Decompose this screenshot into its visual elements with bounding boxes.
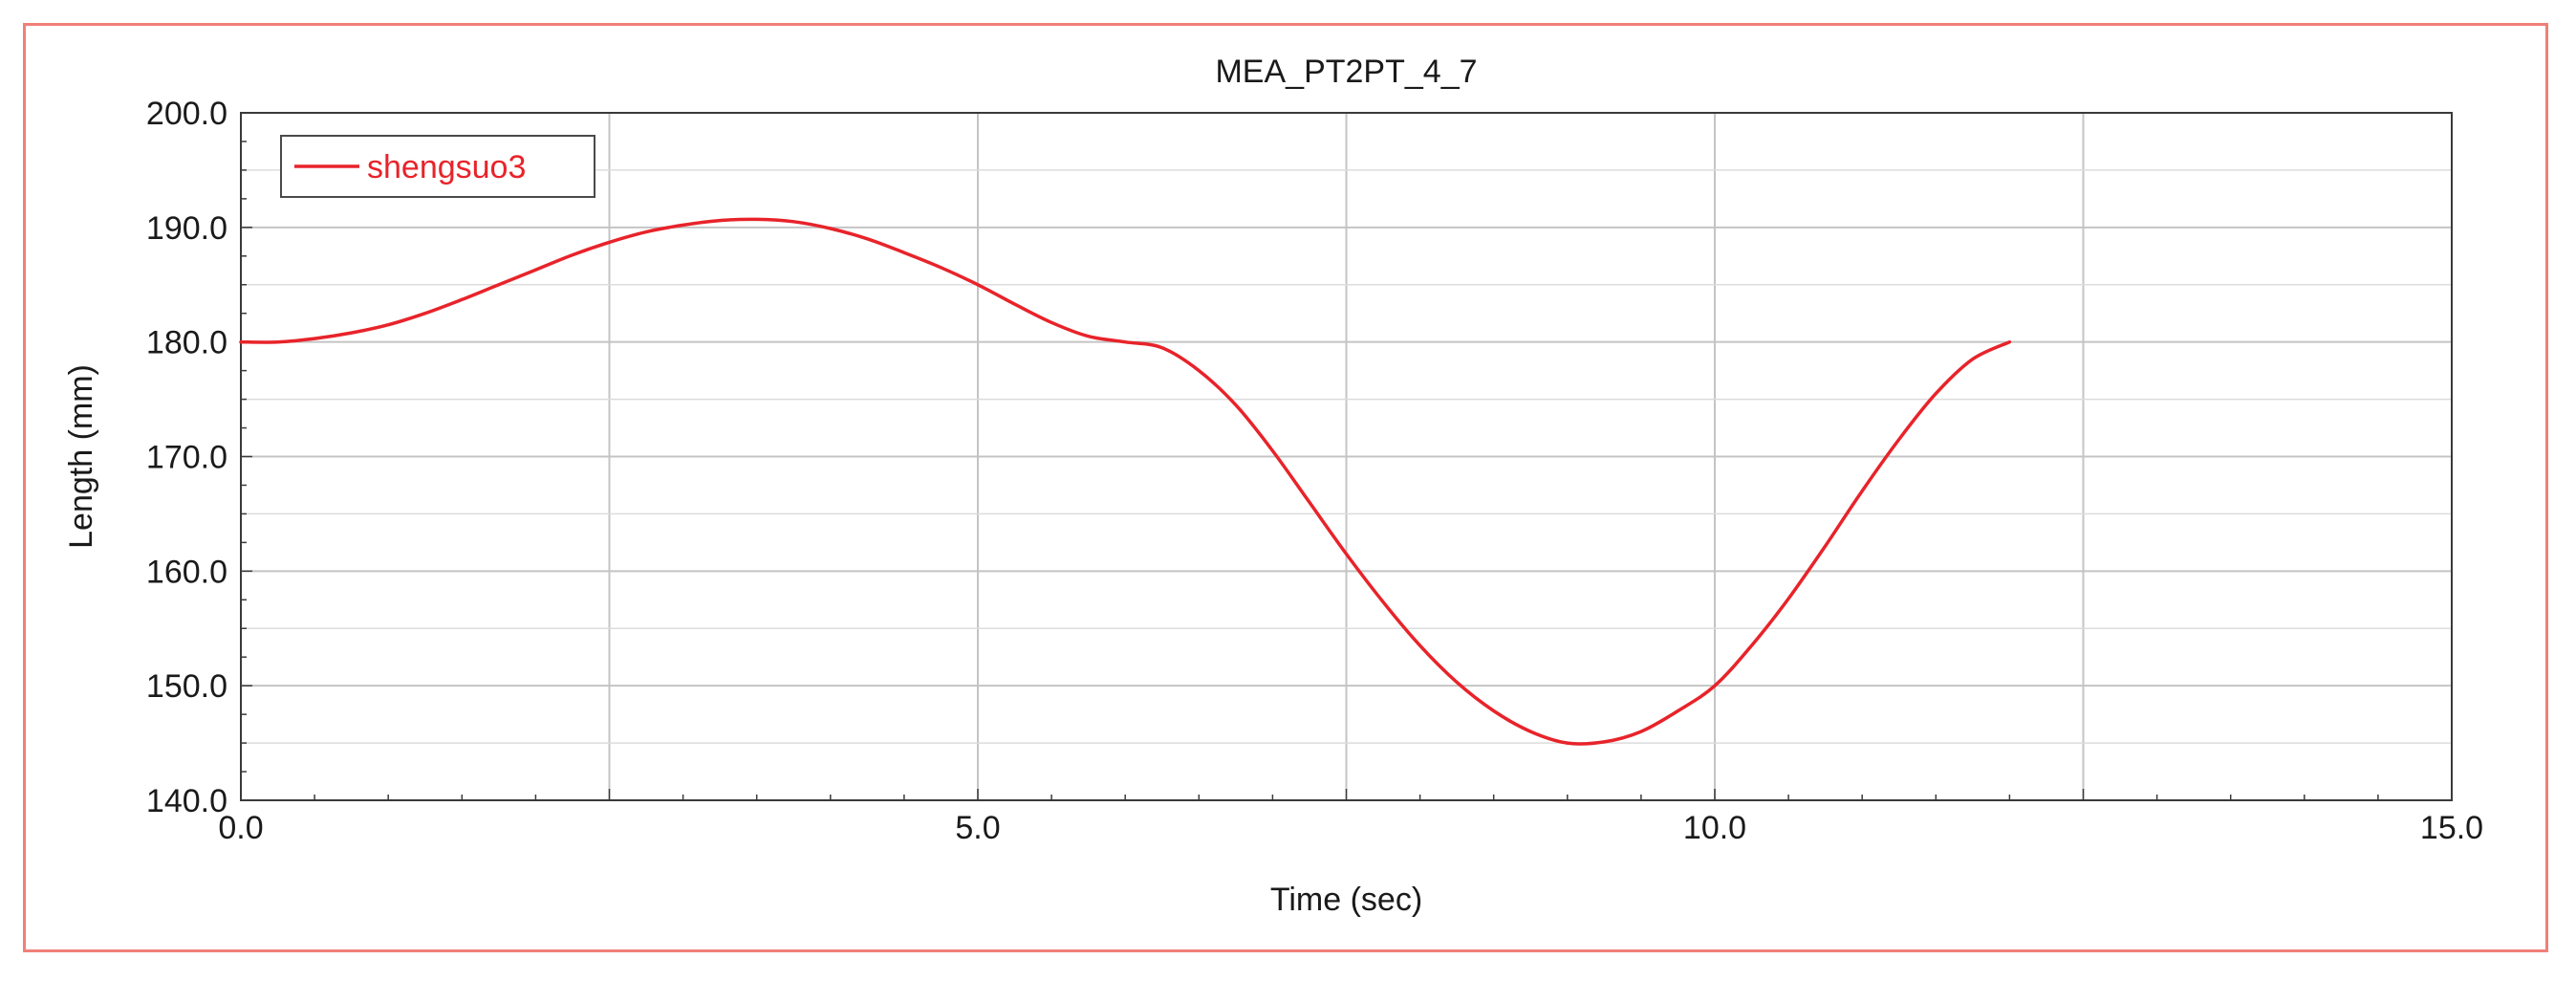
- x-tick-label: 5.0: [955, 810, 1000, 846]
- series-line-shengsuo3: [239, 217, 2012, 746]
- x-tick-label: 0.0: [218, 810, 263, 846]
- chart-title: MEA_PT2PT_4_7: [1215, 54, 1477, 90]
- y-tick-label: 170.0: [146, 440, 227, 476]
- x-axis-label: Time (sec): [1270, 882, 1422, 918]
- y-axis-label: Length (mm): [63, 364, 99, 549]
- legend-label: shengsuo3: [367, 149, 526, 185]
- y-tick-label: 140.0: [146, 783, 227, 819]
- y-tick-label: 180.0: [146, 325, 227, 361]
- x-tick-label: 10.0: [1683, 810, 1746, 846]
- y-tick-label: 200.0: [146, 96, 227, 132]
- x-tick-label: 15.0: [2420, 810, 2483, 846]
- y-tick-label: 150.0: [146, 668, 227, 705]
- y-tick-label: 160.0: [146, 554, 227, 590]
- y-tick-label: 190.0: [146, 210, 227, 247]
